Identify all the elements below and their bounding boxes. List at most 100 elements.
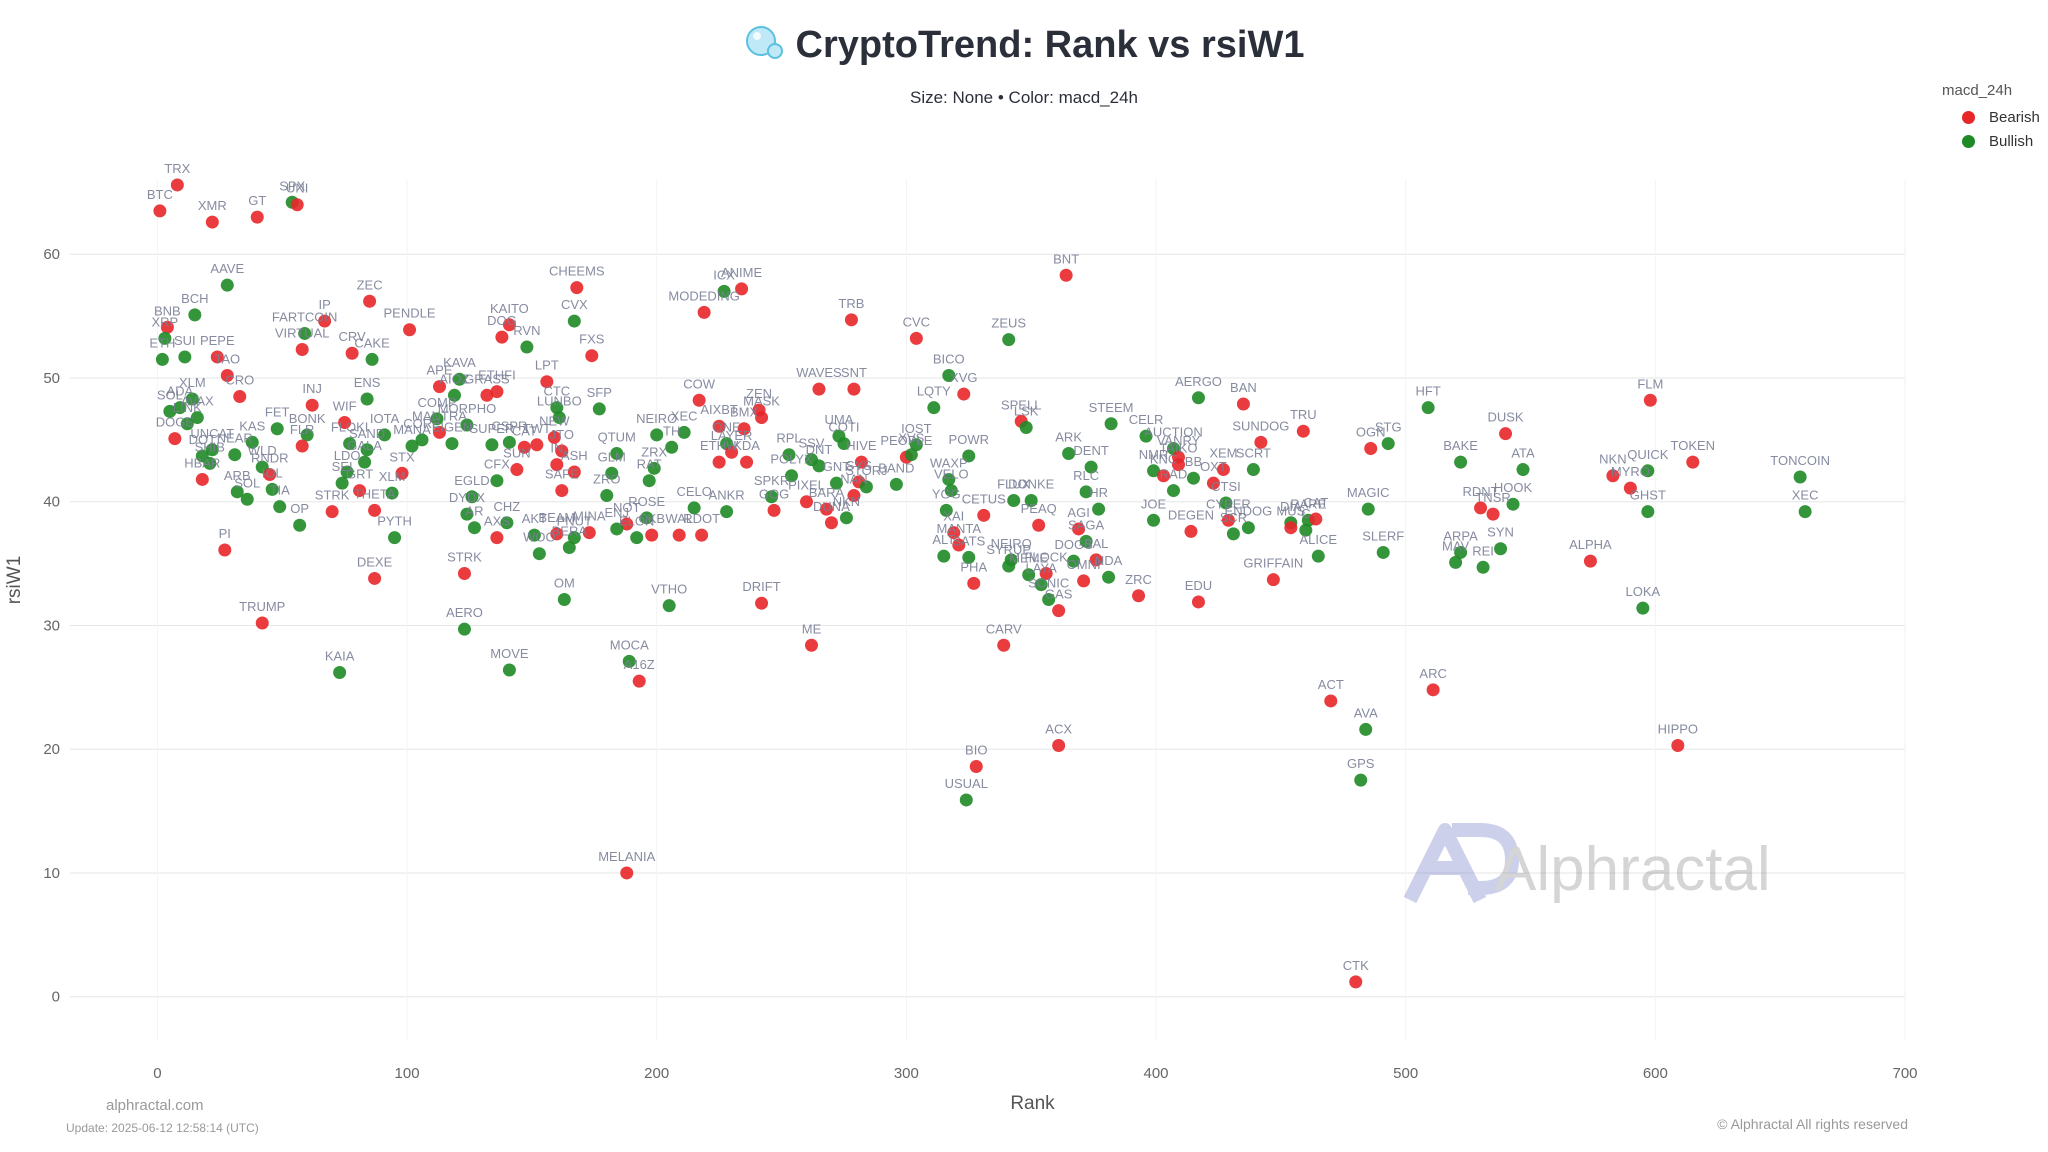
- point-label: XMR: [198, 198, 227, 213]
- point-label: QUICK: [1627, 447, 1669, 462]
- point-label: IOST: [901, 421, 931, 436]
- data-point: [1219, 496, 1233, 510]
- y-tick-label: 60: [43, 246, 60, 263]
- data-point: [767, 503, 781, 517]
- point-label: XEC: [1792, 488, 1819, 503]
- data-point: [500, 516, 514, 530]
- point-label: TRU: [1290, 407, 1317, 422]
- data-point: [218, 543, 232, 557]
- data-point: [1132, 589, 1146, 603]
- data-point: [1002, 333, 1016, 347]
- data-point: [395, 466, 409, 480]
- data-point: [1686, 455, 1700, 469]
- point-label: NKN: [833, 494, 860, 509]
- point-label: RAD: [1160, 467, 1187, 482]
- point-label: CARV: [986, 621, 1022, 636]
- point-label: NOT: [613, 500, 641, 515]
- point-label: ENS: [354, 375, 381, 390]
- data-point: [967, 576, 981, 590]
- point-label: DIA: [1280, 499, 1302, 514]
- data-point: [969, 760, 983, 774]
- data-point: [942, 369, 956, 383]
- data-point: [977, 508, 991, 522]
- point-label: ETH: [149, 335, 175, 350]
- data-point: [582, 526, 596, 540]
- data-point: [939, 503, 953, 517]
- data-point: [555, 444, 569, 458]
- point-label: CFX: [484, 457, 510, 472]
- point-label: FLM: [1637, 376, 1663, 391]
- point-label: GNT: [823, 459, 851, 474]
- data-point: [230, 485, 244, 499]
- point-label: KAIA: [325, 648, 355, 663]
- y-tick-label: 0: [52, 989, 60, 1006]
- data-point: [1147, 513, 1161, 527]
- point-label: TAIKO: [1159, 441, 1197, 456]
- point-label: BONK: [289, 411, 326, 426]
- point-label: PIXEL: [788, 478, 825, 493]
- data-point: [1072, 522, 1086, 536]
- point-label: OGN: [1356, 425, 1386, 440]
- point-label: TWT: [523, 421, 551, 436]
- data-point: [1494, 542, 1508, 556]
- data-point: [532, 547, 546, 561]
- data-point: [562, 541, 576, 555]
- site-link[interactable]: alphractal.com: [106, 1097, 204, 1114]
- point-label: CELO: [676, 484, 711, 499]
- point-label: AERGO: [1175, 374, 1222, 389]
- point-label: AGI: [1067, 505, 1089, 520]
- point-label: GRASS: [464, 371, 510, 386]
- point-label: QTUM: [598, 429, 636, 444]
- point-label: AR: [465, 504, 483, 519]
- data-point: [1354, 773, 1368, 787]
- point-label: GAS: [1045, 587, 1073, 602]
- data-point: [250, 210, 264, 224]
- data-point: [1019, 420, 1033, 434]
- point-label: HOOK: [1494, 480, 1533, 495]
- data-point: [755, 411, 769, 425]
- point-label: CKB: [638, 511, 665, 526]
- data-point: [430, 412, 444, 426]
- point-label: DOGE: [156, 415, 195, 430]
- point-label: XEC: [671, 408, 698, 423]
- point-label: RARE: [1290, 496, 1326, 511]
- data-point: [550, 458, 564, 472]
- point-label: KAVA: [443, 355, 476, 370]
- data-point: [510, 463, 524, 477]
- point-label: YGG: [932, 486, 961, 501]
- point-label: GRT: [346, 467, 373, 482]
- point-label: SUN: [503, 446, 530, 461]
- point-label: KDA: [733, 438, 760, 453]
- point-label: DRIFT: [742, 579, 780, 594]
- point-label: ALT: [932, 532, 955, 547]
- data-point: [755, 596, 769, 610]
- point-label: CHZ: [494, 499, 521, 514]
- legend-item-bearish[interactable]: Bearish: [1942, 105, 2040, 129]
- point-label: ZRX: [641, 444, 667, 459]
- data-point: [195, 472, 209, 486]
- data-point: [388, 531, 402, 545]
- data-point: [1147, 464, 1161, 478]
- point-label: ZEN: [746, 386, 772, 401]
- legend-item-bullish[interactable]: Bullish: [1942, 129, 2040, 153]
- data-point: [480, 388, 494, 402]
- point-label: XLM: [179, 375, 206, 390]
- point-label: BARA: [809, 485, 845, 500]
- point-label: BAND: [878, 460, 914, 475]
- point-label: STX: [389, 449, 415, 464]
- point-label: BNT: [1053, 251, 1079, 266]
- point-label: CRV: [339, 329, 367, 344]
- y-tick-label: 30: [43, 617, 60, 634]
- data-point: [1798, 505, 1812, 519]
- data-point: [550, 527, 564, 541]
- point-label: SAFE: [545, 467, 579, 482]
- point-label: MEME: [1009, 551, 1048, 566]
- point-label: SAGA: [1068, 517, 1104, 532]
- point-label: DUSK: [1487, 410, 1523, 425]
- x-tick-label: 700: [1892, 1065, 1917, 1082]
- data-point: [962, 550, 976, 564]
- data-point: [452, 372, 466, 386]
- x-axis-label: Rank: [1010, 1093, 1055, 1114]
- data-point: [293, 518, 307, 532]
- data-point: [1474, 501, 1488, 515]
